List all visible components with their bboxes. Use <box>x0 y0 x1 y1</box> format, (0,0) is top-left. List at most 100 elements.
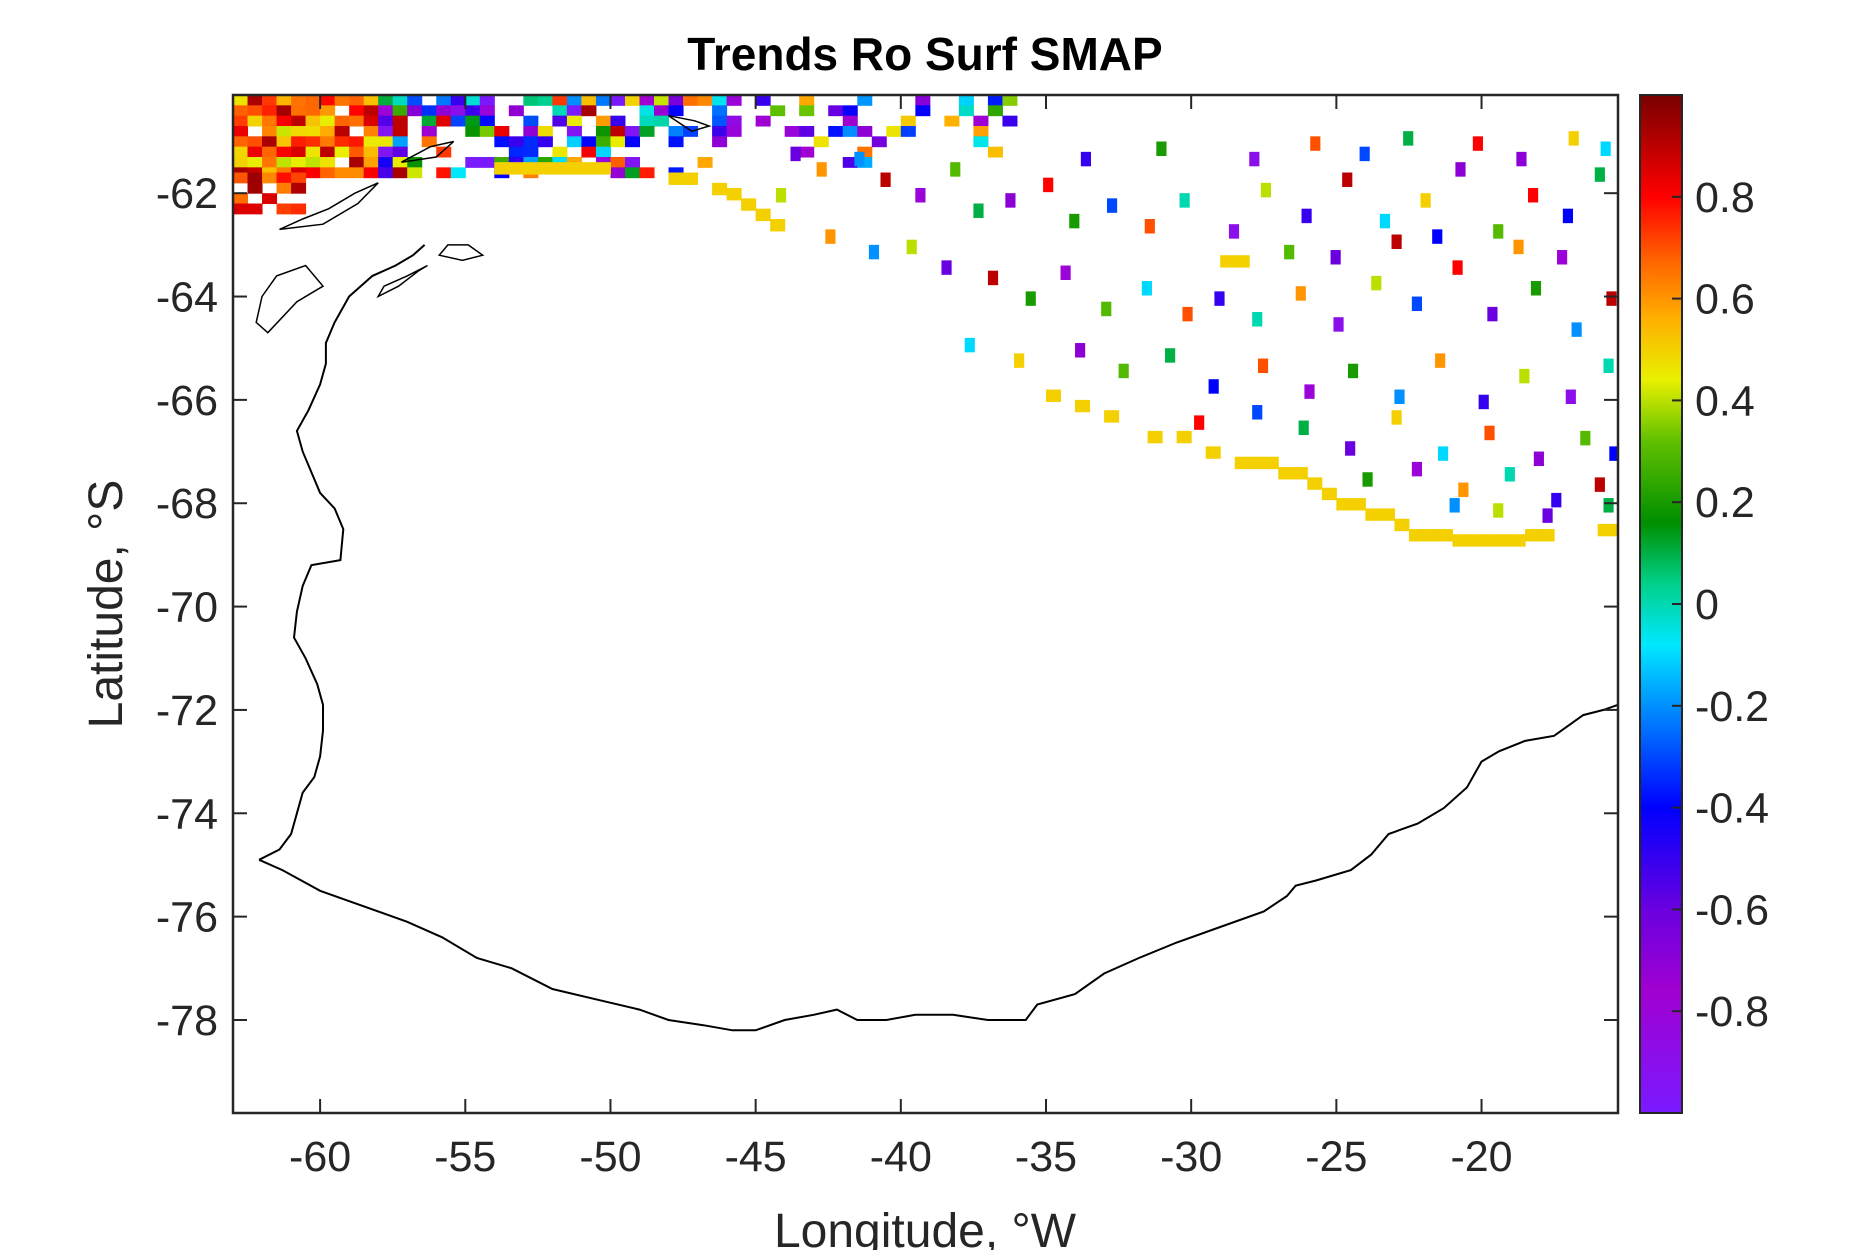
data-cell <box>886 126 902 137</box>
data-cell <box>465 95 481 106</box>
data-cell <box>581 146 597 158</box>
data-cell <box>450 115 466 127</box>
data-cell <box>421 115 437 127</box>
data-cell <box>1284 244 1295 260</box>
data-cell <box>1304 384 1315 399</box>
data-cell <box>900 115 916 127</box>
data-cell <box>247 146 263 158</box>
y-tick-label: -70 <box>156 584 218 632</box>
data-cell <box>320 105 336 117</box>
colorbar: 0.8 0.6 0.4 0.2 0 -0.2 -0.4 -0.6 -0.8 <box>1639 94 1769 1114</box>
x-tick-label: -60 <box>289 1133 351 1181</box>
data-cell <box>305 115 321 127</box>
data-cell <box>334 115 350 127</box>
data-cell <box>1516 151 1527 167</box>
data-cell <box>639 105 655 117</box>
data-cell <box>479 105 495 117</box>
data-cell <box>668 136 684 148</box>
data-cell <box>1435 353 1446 368</box>
data-cell <box>712 95 728 106</box>
data-cell <box>566 95 582 106</box>
y-tick-label: -72 <box>156 687 218 735</box>
data-cell <box>828 105 844 117</box>
data-cell <box>1411 461 1423 477</box>
data-cell <box>1458 482 1469 498</box>
data-cell <box>1359 146 1370 162</box>
data-cell <box>334 167 350 179</box>
y-tick-label: -66 <box>156 377 218 425</box>
y-tick-label: -74 <box>156 790 218 838</box>
data-cell <box>552 115 568 127</box>
data-cell <box>1194 415 1205 430</box>
data-cell <box>247 105 263 117</box>
data-cell <box>683 126 699 137</box>
data-cell <box>950 162 961 177</box>
orange-band-cell <box>1452 534 1468 547</box>
orange-band-cell <box>494 162 510 175</box>
island-outline <box>255 264 325 334</box>
orange-band-cell <box>1496 534 1512 547</box>
data-cell <box>1594 167 1605 182</box>
orange-band-cell <box>755 208 771 222</box>
data-cell <box>610 126 626 137</box>
data-cell <box>233 157 249 168</box>
data-cell <box>276 146 292 158</box>
data-cell <box>334 136 350 148</box>
x-tick-label: -40 <box>870 1133 932 1181</box>
data-cell <box>1513 239 1524 255</box>
data-cell <box>581 136 597 148</box>
data-cell <box>1080 151 1092 167</box>
data-cell <box>1527 188 1539 203</box>
data-cell <box>247 95 263 106</box>
data-cell <box>857 126 873 137</box>
y-tick-label: -68 <box>156 480 218 528</box>
data-cell <box>624 157 640 168</box>
data-cell <box>1455 162 1466 177</box>
data-cell <box>610 115 626 127</box>
data-cell <box>291 172 307 184</box>
data-cell <box>436 115 452 127</box>
data-cell <box>334 126 350 137</box>
orange-band-cell <box>1423 529 1439 542</box>
data-cell <box>479 115 495 127</box>
data-cell <box>1342 172 1353 187</box>
data-cell <box>1478 394 1489 410</box>
data-cell <box>566 115 582 127</box>
data-cell <box>712 126 728 137</box>
data-cell <box>291 203 307 215</box>
data-cell <box>775 188 787 203</box>
data-cell <box>1449 498 1460 513</box>
data-cell <box>755 115 771 127</box>
data-cell <box>305 136 321 148</box>
data-cell <box>363 105 379 117</box>
data-cell <box>1002 115 1018 127</box>
data-cell <box>1472 136 1483 151</box>
data-cell <box>1118 363 1129 379</box>
data-cell <box>407 167 423 179</box>
data-cell <box>1214 291 1225 306</box>
data-cell <box>624 167 640 179</box>
data-cell <box>262 115 278 127</box>
orange-band-cell <box>1336 498 1352 511</box>
data-cell <box>1301 208 1312 224</box>
data-cell <box>436 146 452 158</box>
data-cell <box>842 115 858 127</box>
data-cell <box>1533 451 1544 467</box>
data-cell <box>654 105 670 117</box>
data-cell <box>233 115 249 127</box>
data-cell <box>624 136 640 148</box>
data-cell <box>247 182 263 194</box>
data-cell <box>958 105 974 117</box>
orange-band-cell <box>1350 498 1366 511</box>
data-cell <box>508 136 524 148</box>
data-cell <box>247 172 263 184</box>
orange-band-cell <box>1597 523 1613 537</box>
colorbar-tick-label: -0.2 <box>1695 683 1769 731</box>
data-cell <box>1551 492 1562 508</box>
data-cell <box>799 105 815 117</box>
data-cell <box>987 146 1003 158</box>
x-tick-label: -55 <box>434 1133 496 1181</box>
orange-band-cell <box>770 219 786 232</box>
data-cell <box>987 270 999 286</box>
